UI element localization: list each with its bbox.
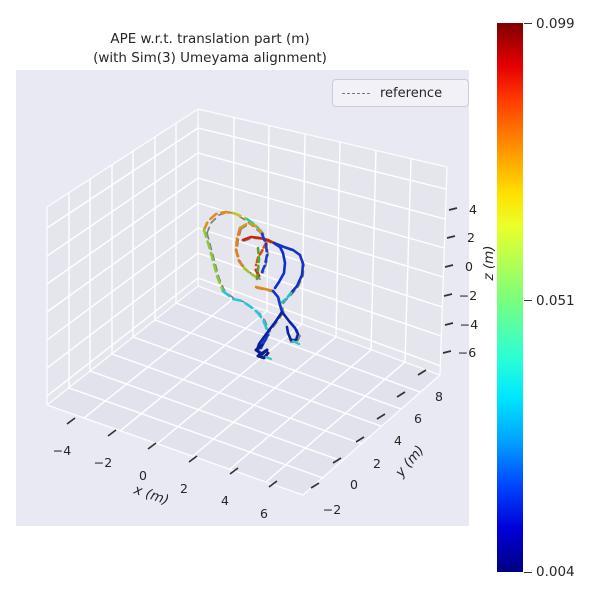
x-tick-label: 6 — [260, 506, 268, 521]
colorbar-gradient — [497, 23, 523, 572]
z-tick-mark — [443, 293, 453, 297]
trajectory-segment — [272, 241, 305, 295]
trajectory-segment — [280, 310, 300, 342]
trajectory-segment — [231, 211, 249, 221]
z-tick-label: −2 — [459, 288, 477, 303]
trajectory-segment — [260, 232, 269, 274]
x-tick-label: −4 — [53, 443, 71, 458]
y-tick-label: 4 — [394, 433, 402, 448]
trajectory-segment — [264, 355, 273, 361]
x-tick-mark — [188, 455, 198, 463]
y-tick-mark — [355, 436, 365, 443]
z-tick-mark — [446, 235, 456, 239]
y-tick-mark — [417, 369, 427, 376]
colorbar-tick-min — [524, 572, 532, 573]
chart-title-line2: (with Sim(3) Umeyama alignment) — [93, 50, 327, 66]
x-tick-mark — [268, 480, 278, 488]
x-tick-mark — [107, 429, 117, 437]
y-tick-mark — [310, 482, 320, 489]
y-tick-label: 8 — [435, 389, 443, 404]
trajectory-segment — [254, 343, 270, 360]
x-tick-label: 2 — [180, 481, 188, 496]
trajectory-segment — [271, 289, 284, 314]
z-axis-label: z (m) — [481, 245, 497, 281]
legend-label-reference: reference — [380, 85, 443, 101]
trajectory-segment — [234, 226, 246, 270]
trajectory-group — [202, 210, 305, 361]
y-tick-label: 0 — [350, 477, 358, 492]
y-tick-mark — [376, 413, 386, 420]
trajectory-segment — [238, 221, 263, 234]
grid-lines — [46, 116, 447, 483]
trajectory-segment — [291, 339, 301, 346]
y-tick-label: −2 — [323, 502, 341, 517]
reference-dashed-line-icon — [342, 92, 370, 94]
y-tick-label: 6 — [414, 411, 422, 426]
trajectory-segment — [255, 310, 284, 352]
z-tick-mark — [442, 350, 452, 354]
z-tick-label: 0 — [465, 259, 473, 274]
trajectory-segment — [255, 246, 261, 281]
colorbar-label-max: 0.099 — [536, 16, 575, 32]
y-tick-label: 2 — [373, 456, 381, 471]
x-tick-label: 4 — [221, 493, 229, 508]
colorbar-label-mid: 0.051 — [536, 293, 575, 309]
trajectory-segment — [202, 210, 235, 232]
trajectory-segment — [279, 291, 293, 305]
trajectory-segment — [254, 285, 275, 293]
z-tick-mark — [444, 264, 454, 268]
legend[interactable]: reference — [332, 79, 469, 107]
z-tick-label: 2 — [467, 230, 475, 245]
trajectory-segment — [202, 228, 225, 293]
x-tick-mark — [229, 467, 239, 475]
x-tick-label: 0 — [139, 468, 147, 483]
x-tick-label: −2 — [94, 455, 112, 470]
trajectory-segment — [241, 235, 276, 245]
y-tick-mark — [332, 457, 342, 464]
colorbar-label-min: 0.004 — [536, 564, 575, 580]
x-tick-mark — [147, 442, 157, 450]
trajectory-segment — [242, 266, 260, 280]
colorbar-tick-mid — [524, 300, 532, 301]
floor-pane — [47, 286, 440, 495]
trajectory-segment — [221, 289, 270, 337]
z-tick-label: −6 — [458, 345, 476, 360]
y-tick-mark — [396, 391, 406, 398]
z-tick-label: −4 — [460, 317, 478, 332]
colorbar-tick-max — [524, 23, 532, 24]
trajectory-segment — [272, 241, 287, 290]
chart-title-line1: APE w.r.t. translation part (m) — [110, 31, 310, 47]
z-tick-label: 4 — [469, 202, 477, 217]
z-tick-mark — [448, 207, 458, 211]
chart-title: APE w.r.t. translation part (m) (with Si… — [0, 30, 420, 68]
trajectory-segment — [254, 241, 268, 267]
z-tick-mark — [444, 322, 454, 326]
x-tick-mark — [66, 417, 76, 425]
